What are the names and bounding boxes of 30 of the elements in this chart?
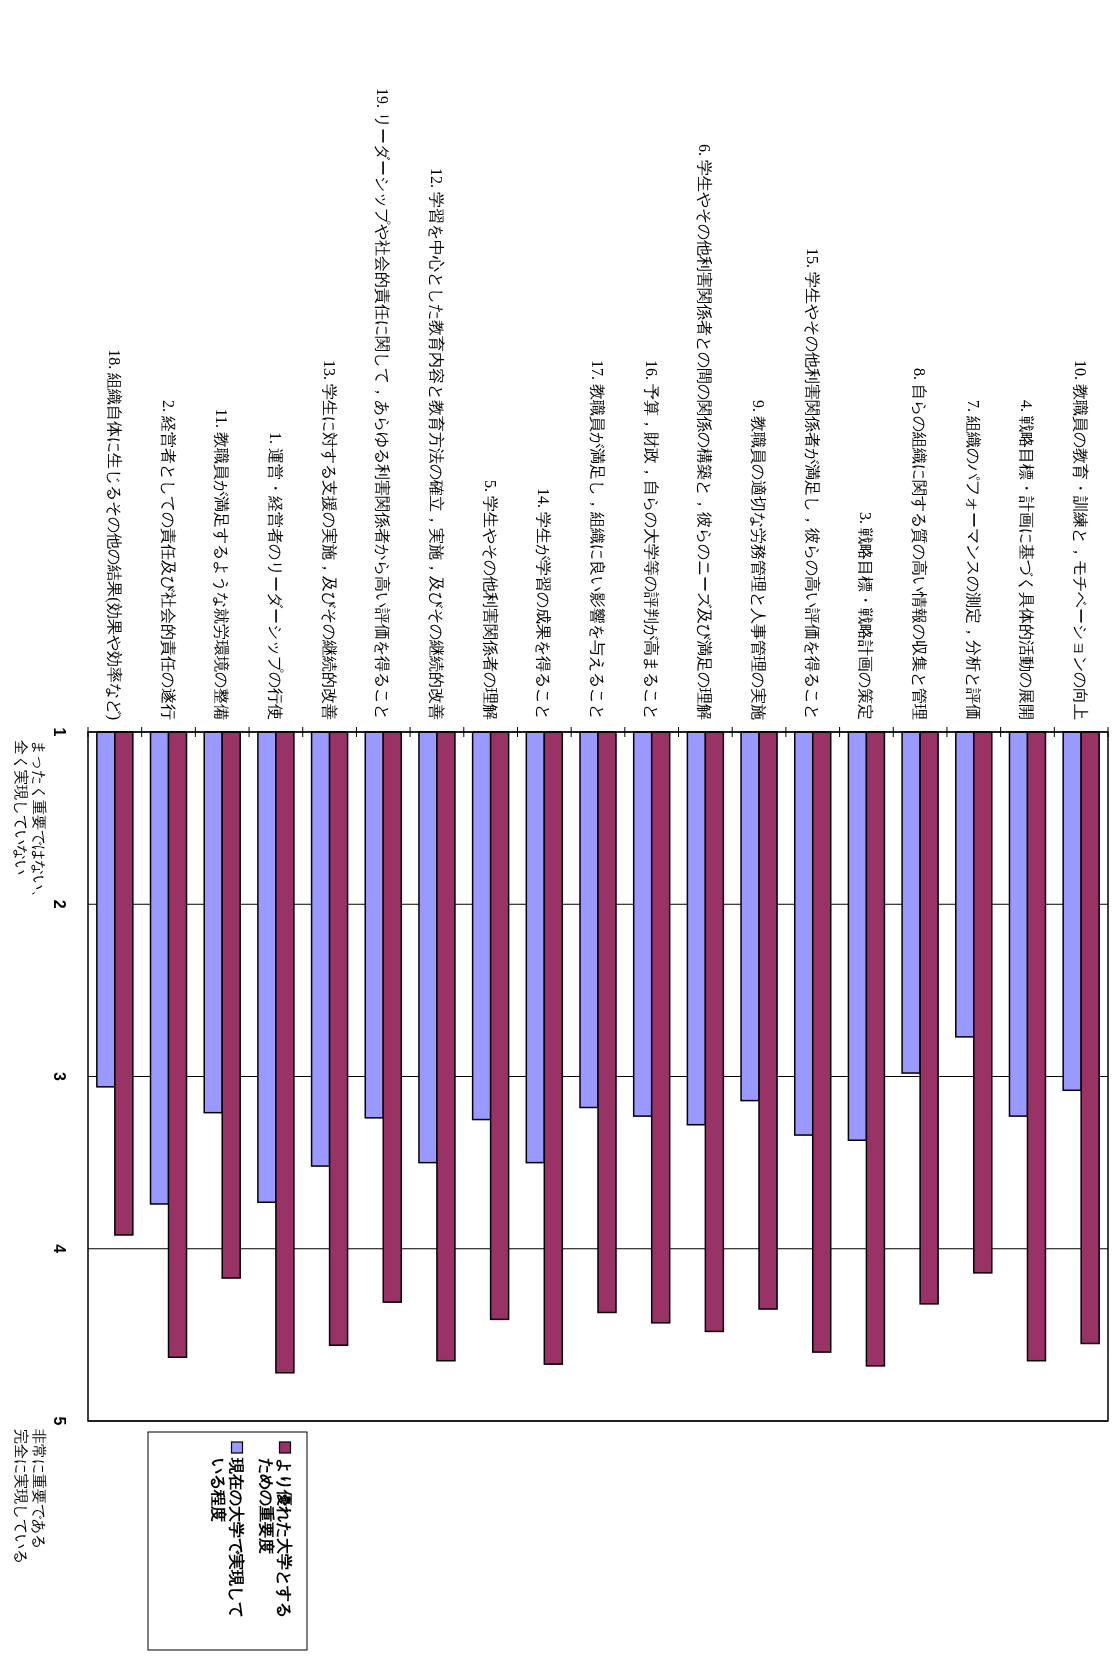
y-tick-label: 2: [51, 899, 69, 909]
legend-label: 現在の大学で実現している程度: [210, 1457, 247, 1618]
legend-label: より優れた大学とするための重要度: [258, 1458, 294, 1618]
text: 完全に実現している: [13, 1429, 31, 1564]
x-tick-label: 4. 戦略目標・計画に基づく具体的活動の展開: [1018, 400, 1036, 720]
y-tick-label: 1: [51, 727, 69, 737]
x-tick-label: 9. 教職員の適切な労務管理と人事管理の実施: [750, 400, 768, 720]
x-tick-label: 16. 予算，財政，自らの大学等の評判が高まること: [643, 360, 661, 720]
x-tick-label: 17. 教職員が満足し，組織に良い影響を与えること: [589, 360, 607, 720]
x-tick-label: 3. 戦略目標・戦略計画の策定: [857, 512, 875, 720]
text: まったく重要ではない、: [31, 740, 49, 905]
x-tick-label: 7. 組織のパフォーマンスの測定，分析と評価: [965, 400, 983, 720]
x-tick-label: 14. 学生が学習の成果を得ること: [535, 488, 553, 720]
text: 全く実現していない: [13, 740, 31, 875]
x-tick-label: 13. 学生に対する支援の実施，及びその継続的改善: [321, 360, 339, 720]
x-tick-label: 8. 自らの組織に関する質の高い情報の収集と管理: [911, 368, 929, 720]
x-tick-label: 11. 教職員が満足するような就労環境の整備: [212, 408, 231, 720]
x-tick-label: 15. 学生やその他利害関係者が満足し，彼らの高い評価を得ること: [804, 248, 822, 720]
text: 非常に重要である: [31, 1429, 49, 1549]
y-tick-label: 3: [51, 1072, 69, 1082]
x-tick-label: 12. 学習を中心とした教育内容と教育方法の確立，実施，及びその継続的改善: [428, 168, 446, 720]
x-tick-label: 18. 組織自体に生じるその他の結果(効果や効率など): [105, 349, 124, 720]
x-tick-label: 6. 学生やその他利害関係者との間の関係の構築と，彼らのニーズ及び満足の理解: [696, 144, 714, 720]
x-tick-label: 19. リーダーシップや社会的責任に関して，あらゆる利害関係者から高い評価を得ること: [374, 88, 392, 720]
y-tick-label: 4: [51, 1244, 69, 1254]
x-tick-label: 2. 経営者としての責任及び社会的責任の遂行: [160, 400, 178, 720]
x-tick-label: 10. 教職員の教育・訓練と，モチベーションの向上: [1072, 360, 1090, 720]
y-tick-label: 5: [51, 1416, 69, 1426]
x-tick-label: 1. 運営・経営者のリーダーシップの行使: [267, 432, 285, 720]
x-tick-label: 5. 学生やその他利害関係者の理解: [482, 480, 500, 720]
